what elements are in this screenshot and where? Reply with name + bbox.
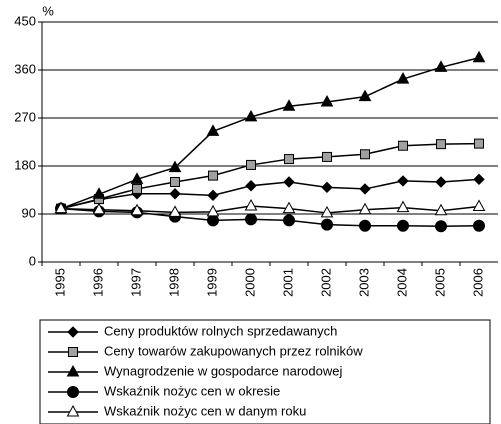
marker <box>244 109 258 122</box>
x-tick-label: 2006 <box>470 268 485 297</box>
y-tick-label: 90 <box>22 205 36 220</box>
marker <box>321 181 333 194</box>
marker <box>472 50 486 63</box>
marker <box>358 202 372 215</box>
x-tick-label: 2001 <box>280 268 295 297</box>
y-tick-label: 180 <box>14 157 36 172</box>
marker <box>66 404 80 417</box>
legend-label: Ceny towarów zakupowanych przez rolników <box>104 343 363 358</box>
x-tick-label: 2003 <box>356 268 371 297</box>
marker <box>206 124 220 136</box>
series-line <box>60 57 480 210</box>
x-tick-label: 1998 <box>166 268 181 297</box>
series-line <box>60 142 480 210</box>
x-tick-label: 2000 <box>242 268 257 297</box>
marker <box>435 176 447 188</box>
marker <box>436 139 446 150</box>
x-tick-label: 1996 <box>90 268 105 297</box>
marker <box>282 99 296 111</box>
marker <box>92 187 106 199</box>
marker <box>398 140 408 151</box>
x-tick-label: 2005 <box>432 268 447 297</box>
series-line <box>60 178 480 210</box>
marker <box>320 205 334 218</box>
marker <box>245 213 257 226</box>
marker <box>68 347 78 357</box>
marker <box>169 188 181 200</box>
marker <box>397 175 409 187</box>
marker <box>434 203 448 216</box>
legend-label: Wynagrodzenie w gospodarce narodowej <box>104 363 342 378</box>
marker <box>359 219 371 232</box>
marker <box>66 364 80 377</box>
y-tick-label: 360 <box>14 61 36 76</box>
marker <box>435 220 447 233</box>
marker <box>472 199 486 212</box>
x-tick-label: 1995 <box>52 268 67 297</box>
marker <box>206 204 220 217</box>
series-line <box>60 207 480 228</box>
marker <box>283 214 295 227</box>
y-tick-label: 450 <box>14 13 36 28</box>
marker <box>359 183 371 195</box>
marker <box>321 218 333 231</box>
marker <box>54 201 68 214</box>
y-tick-label: 0 <box>29 253 36 268</box>
marker <box>67 326 79 338</box>
legend-label: Wskaźnik nożyc cen w danym roku <box>104 403 306 418</box>
marker <box>284 154 294 165</box>
marker <box>168 160 182 173</box>
marker <box>396 72 410 84</box>
marker <box>246 159 256 170</box>
marker <box>360 149 370 160</box>
marker <box>132 183 142 194</box>
marker <box>320 94 334 107</box>
marker <box>473 173 485 186</box>
x-tick-label: 2004 <box>394 268 409 297</box>
marker <box>92 202 106 215</box>
marker <box>130 203 144 216</box>
marker <box>168 205 182 217</box>
marker <box>207 214 219 227</box>
marker <box>473 219 485 232</box>
legend-label: Ceny produktów rolnych sprzedawanych <box>104 323 337 338</box>
x-tick-label: 1999 <box>204 268 219 297</box>
marker <box>282 201 296 214</box>
marker <box>283 176 295 188</box>
y-axis-label: % <box>42 3 54 18</box>
x-tick-label: 1997 <box>128 268 143 297</box>
marker <box>397 219 409 232</box>
marker <box>322 151 332 162</box>
marker <box>130 172 144 184</box>
marker <box>67 386 79 398</box>
marker <box>434 60 448 72</box>
legend-label: Wskaźnik nożyc cen w okresie <box>104 383 280 398</box>
marker <box>245 180 257 192</box>
marker <box>244 198 258 211</box>
marker <box>208 170 218 181</box>
marker <box>170 177 180 187</box>
marker <box>358 89 372 102</box>
marker <box>207 189 219 202</box>
x-tick-label: 2002 <box>318 268 333 297</box>
legend-box <box>39 319 491 424</box>
series-line <box>60 205 480 214</box>
marker <box>474 138 484 149</box>
marker <box>396 200 410 213</box>
y-tick-label: 270 <box>14 109 36 124</box>
